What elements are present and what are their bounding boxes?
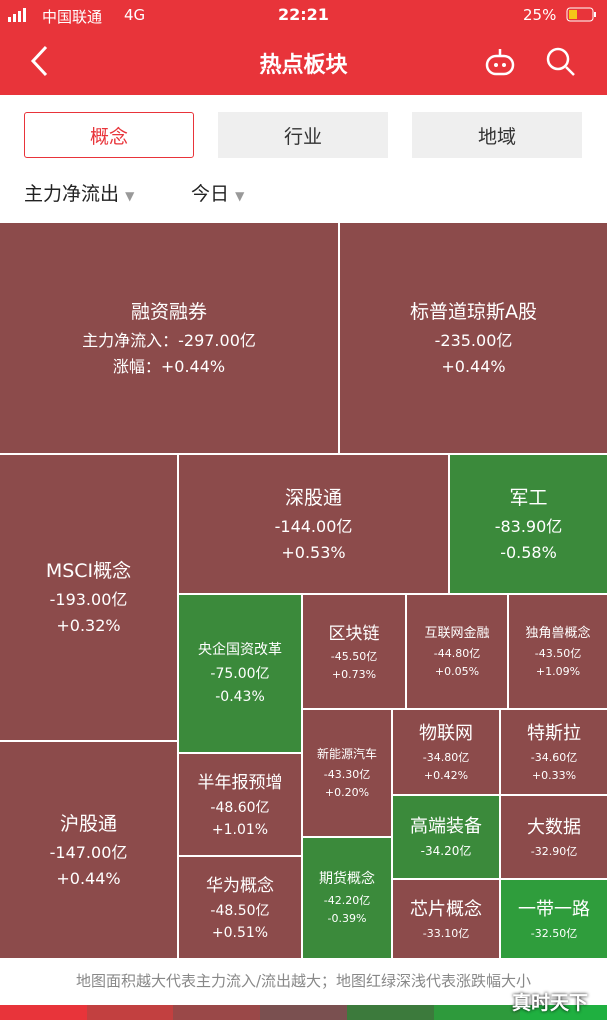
- sector-tile[interactable]: 高端装备 -34.20亿: [393, 796, 499, 878]
- filter[interactable]: 今日 ▼: [191, 183, 245, 205]
- filter-label: 今日: [191, 183, 230, 205]
- sector-name: 期货概念: [319, 871, 375, 888]
- back-button[interactable]: [28, 45, 52, 77]
- sector-tile[interactable]: 芯片概念 -33.10亿: [393, 880, 499, 958]
- sector-tile[interactable]: 一带一路 -32.50亿: [501, 880, 607, 958]
- sector-name: 标普道琼斯A股: [410, 300, 537, 323]
- sector-name: 新能源汽车: [316, 746, 377, 761]
- tab[interactable]: 概念: [24, 112, 194, 158]
- sector-tile[interactable]: 互联网金融 -44.80亿 +0.05%: [407, 595, 507, 708]
- sector-stat: -0.58%: [500, 542, 557, 562]
- sector-stat: -83.90亿: [494, 516, 563, 536]
- sector-name: MSCI概念: [45, 560, 132, 583]
- sector-stat: -34.80亿: [422, 751, 470, 765]
- top-bar: 中国联通 4G 22:21 25% 热点板块: [0, 0, 607, 95]
- sector-stat: +0.44%: [441, 356, 506, 376]
- sector-stat: +0.42%: [423, 769, 469, 782]
- sector-stat: -48.50亿: [210, 902, 270, 919]
- treemap: 融资融券主力净流入：-297.00亿 涨幅：+0.44% 标普道琼斯A股 -235.0…: [0, 223, 607, 960]
- sector-tile[interactable]: 独角兽概念 -43.50亿 +1.09%: [509, 595, 607, 708]
- sector-name: 华为概念: [206, 875, 274, 896]
- sector-name: 区块链: [328, 624, 380, 645]
- sector-tile[interactable]: 军工 -83.90亿 -0.58%: [450, 455, 607, 593]
- sector-tile[interactable]: 区块链 -45.50亿 +0.73%: [303, 595, 405, 708]
- time: 22:21: [278, 5, 329, 24]
- sector-tile[interactable]: 深股通 -144.00亿 +0.53%: [179, 455, 448, 593]
- sector-stat: 主力净流入：-297.00亿: [82, 330, 256, 350]
- tab[interactable]: 地域: [412, 112, 582, 158]
- sector-name: 特斯拉: [527, 723, 581, 745]
- sector-stat: -144.00亿: [274, 516, 353, 536]
- sector-name: 央企国资改革: [198, 642, 282, 659]
- sector-stat: -48.60亿: [210, 799, 270, 816]
- sector-stat: -0.39%: [327, 912, 367, 925]
- sector-name: 沪股通: [59, 812, 117, 835]
- sector-stat: -34.60亿: [530, 751, 578, 765]
- sector-tile[interactable]: 新能源汽车 -43.30亿 +0.20%: [303, 710, 391, 836]
- sector-name: 一带一路: [518, 899, 590, 921]
- sector-stat: 涨幅：+0.44%: [112, 356, 226, 376]
- sector-stat: +0.73%: [331, 668, 377, 681]
- carrier: 中国联通: [42, 8, 103, 26]
- sector-stat: +0.32%: [56, 616, 121, 635]
- tab[interactable]: 行业: [218, 112, 388, 158]
- sector-tile[interactable]: 华为概念 -48.50亿 +0.51%: [179, 857, 301, 958]
- sector-stat: -43.30亿: [323, 767, 371, 781]
- sector-tile[interactable]: 期货概念 -42.20亿 -0.39%: [303, 838, 391, 958]
- sector-tile[interactable]: 半年报预增 -48.60亿 +1.01%: [179, 754, 301, 855]
- watermark: 真时天下: [512, 992, 589, 1014]
- sector-name: 半年报预增: [197, 772, 283, 793]
- sector-name: 深股通: [284, 486, 342, 509]
- sector-tile[interactable]: MSCI概念 -193.00亿 +0.32%: [0, 455, 177, 740]
- sector-tile[interactable]: 物联网 -34.80亿 +0.42%: [393, 710, 499, 794]
- sector-stat: +0.20%: [324, 785, 370, 799]
- robot-icon[interactable]: [484, 46, 516, 78]
- sector-stat: -235.00亿: [434, 330, 513, 350]
- sector-stat: -33.10亿: [422, 927, 470, 941]
- sector-tile[interactable]: 沪股通 -147.00亿 +0.44%: [0, 742, 177, 958]
- sector-stat: -34.20亿: [420, 844, 472, 859]
- signal-icon: [8, 8, 26, 22]
- sector-name: 大数据: [527, 817, 581, 839]
- sector-name: 高端装备: [410, 816, 482, 838]
- sector-tile[interactable]: 融资融券主力净流入：-297.00亿 涨幅：+0.44%: [0, 223, 338, 453]
- battery-icon: [566, 7, 596, 22]
- sector-stat: +0.53%: [281, 542, 346, 562]
- sector-stat: +0.44%: [56, 868, 121, 888]
- sector-stat: -32.90亿: [530, 845, 578, 859]
- sector-stat: +1.01%: [211, 822, 269, 838]
- color-scale: [0, 1005, 607, 1020]
- sector-stat: -0.43%: [215, 688, 265, 705]
- sector-tile[interactable]: 标普道琼斯A股 -235.00亿 +0.44%: [340, 223, 607, 453]
- search-icon[interactable]: [545, 46, 577, 78]
- sector-stat: +0.05%: [434, 665, 480, 678]
- sector-name: 独角兽概念: [525, 626, 591, 642]
- sector-stat: -42.20亿: [323, 894, 371, 908]
- sector-name: 军工: [509, 486, 548, 509]
- sector-name: 物联网: [419, 723, 473, 745]
- battery-text: 25%: [523, 6, 557, 24]
- sector-name: 芯片概念: [410, 899, 482, 921]
- sector-stat: -43.50亿: [534, 647, 582, 661]
- sector-tile[interactable]: 特斯拉 -34.60亿 +0.33%: [501, 710, 607, 794]
- sector-stat: -75.00亿: [210, 666, 270, 683]
- sector-stat: -32.50亿: [530, 927, 578, 941]
- sector-name: 互联网金融: [424, 626, 490, 642]
- sector-tile[interactable]: 大数据 -32.90亿: [501, 796, 607, 878]
- sector-stat: -44.80亿: [433, 647, 481, 661]
- page-title: 热点板块: [259, 53, 348, 78]
- footer-note: 地图面积越大代表主力流入/流出越大；地图红绿深浅代表涨跌幅大小: [75, 972, 532, 990]
- network: 4G: [124, 6, 146, 24]
- filter[interactable]: 主力净流出 ▼: [24, 183, 135, 205]
- sector-stat: -147.00亿: [49, 842, 128, 862]
- sector-stat: -193.00亿: [49, 590, 128, 610]
- sector-stat: +1.09%: [535, 665, 581, 678]
- sector-tile[interactable]: 央企国资改革 -75.00亿 -0.43%: [179, 595, 301, 752]
- filter-label: 主力净流出: [24, 183, 120, 205]
- sector-stat: +0.51%: [211, 925, 269, 941]
- sector-name: 融资融券: [130, 300, 207, 323]
- sector-stat: +0.33%: [531, 769, 577, 782]
- sector-stat: -45.50亿: [330, 650, 378, 664]
